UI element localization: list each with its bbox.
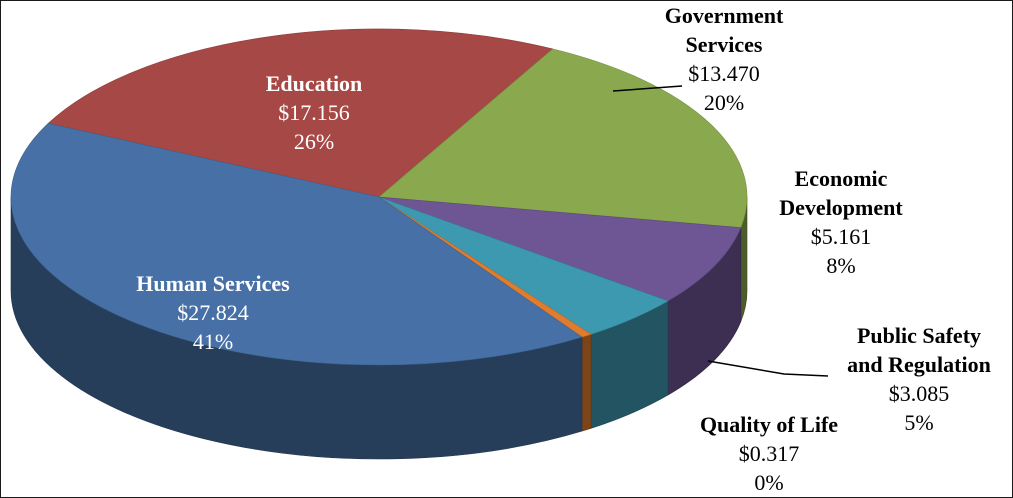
- pie-side-quality-of-life: [581, 333, 592, 432]
- leader-line-government-services: [612, 85, 683, 92]
- slice-label-government-services: Government Services $13.470 20%: [665, 3, 784, 115]
- slice-label-percent: 0%: [754, 470, 783, 495]
- slice-label-quality-of-life: Quality of Life $0.317 0%: [700, 412, 838, 495]
- slice-label-percent: 5%: [904, 410, 933, 435]
- slice-label-name: Economic: [795, 166, 888, 191]
- slice-label-value: $13.470: [688, 61, 760, 86]
- slice-label-value: $3.085: [889, 381, 950, 406]
- slice-label-human-services: Human Services $27.824 41%: [136, 271, 290, 354]
- slice-label-percent: 26%: [294, 129, 334, 154]
- pie-slice-human-services: [10, 123, 583, 366]
- slice-label-value: $5.161: [811, 224, 872, 249]
- slice-label-value: $27.824: [177, 300, 249, 325]
- slice-label-name: Public Safety: [857, 323, 981, 348]
- leader-lines: [612, 85, 829, 377]
- slice-label-name: Education: [266, 71, 363, 96]
- slice-label-education: Education $17.156 26%: [266, 71, 363, 154]
- slice-label-value: $17.156: [278, 100, 350, 125]
- pie-slices: [10, 28, 748, 366]
- slice-label-public-safety-and-regulation: Public Safety and Regulation $3.085 5%: [847, 323, 991, 435]
- slice-label-name: Quality of Life: [700, 412, 838, 437]
- slice-label-name: and Regulation: [847, 352, 991, 377]
- pie-slice-government-services: [378, 48, 748, 229]
- slice-label-percent: 20%: [704, 90, 744, 115]
- pie-depth: [10, 196, 748, 460]
- slice-label-name: Human Services: [136, 271, 290, 296]
- pie-slice-economic-development: [378, 196, 742, 302]
- slice-label-name: Services: [686, 32, 763, 57]
- leader-line-public-safety: [707, 360, 829, 377]
- slice-label-value: $0.317: [739, 441, 800, 466]
- pie-slice-education: [47, 28, 554, 198]
- slice-label-percent: 41%: [193, 329, 233, 354]
- slice-labels: Education $17.156 26% Government Services $13…: [136, 3, 991, 495]
- slice-label-name: Government: [665, 3, 784, 28]
- slice-label-percent: 8%: [826, 253, 855, 278]
- slice-label-economic-development: Economic Development $5.161 8%: [779, 166, 903, 278]
- slice-label-name: Development: [779, 195, 903, 220]
